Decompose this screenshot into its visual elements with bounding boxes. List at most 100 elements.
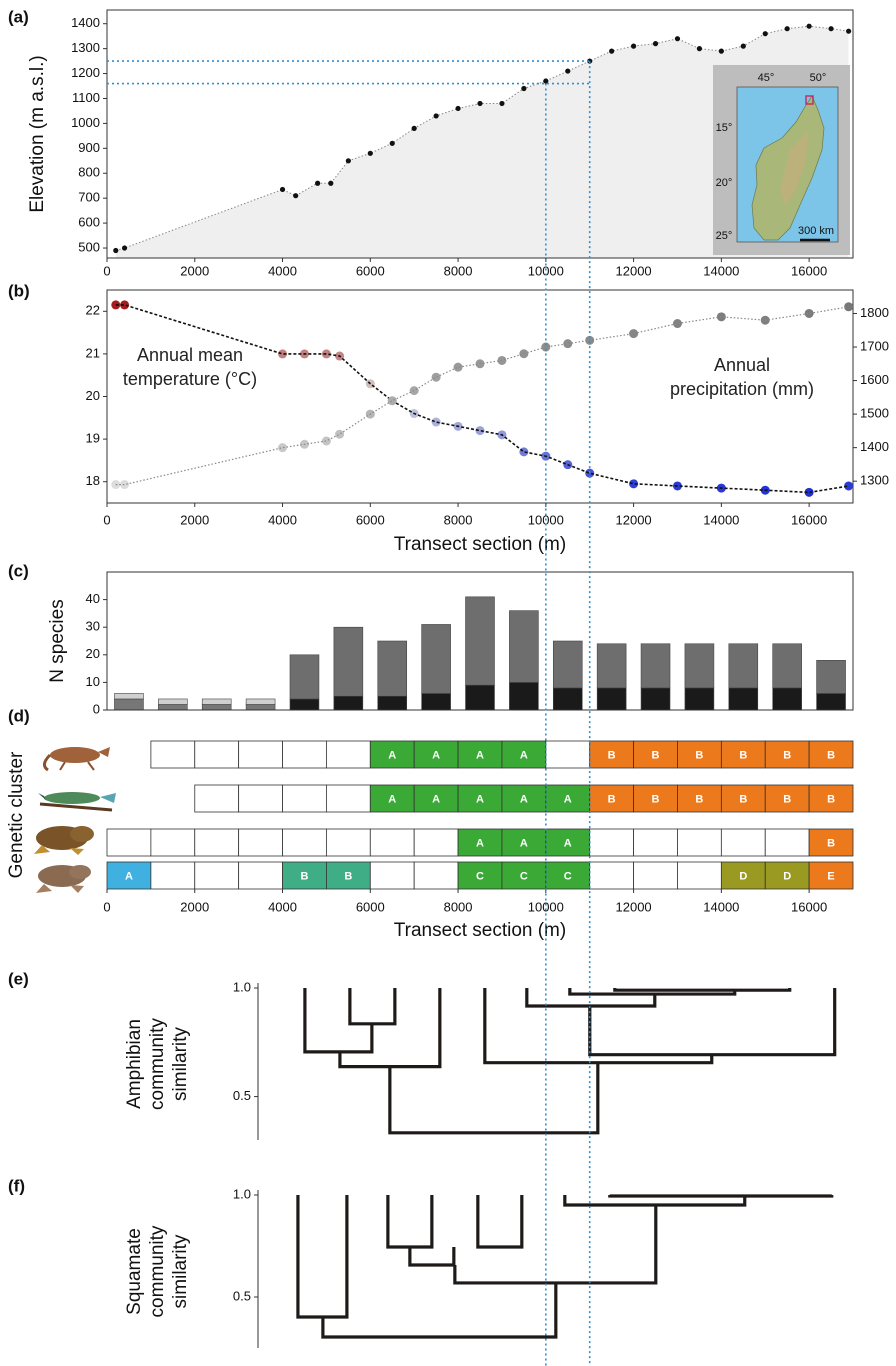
elevation-point [328,180,334,186]
cluster-cell [677,861,722,890]
bar-segment [158,698,188,705]
climate-point [541,342,551,352]
cluster-cell [545,828,591,857]
cluster-cell [457,784,503,813]
elevation-point [433,113,439,119]
cluster-label: B [783,749,791,761]
cluster-cell [457,828,503,857]
cluster-cell [282,861,327,890]
bar-segment [509,682,539,711]
temperature-trend [115,304,849,494]
x-tick-label: 8000 [444,512,473,527]
cluster-cell [720,861,766,890]
dendrogram-link [588,988,837,1057]
cluster-label: E [827,870,834,882]
y-tick-label: 30 [86,619,100,634]
dendrogram-link [338,988,442,1069]
cluster-cell [150,828,196,857]
climate-point [387,396,397,406]
x-tick-label: 14000 [703,263,739,278]
climate-point [431,372,441,382]
cluster-cell [677,828,722,857]
cluster-label: B [300,870,308,882]
cluster-cell [106,828,152,857]
cluster-cell [457,861,503,890]
inset-highlands [780,130,808,205]
bar-segment [245,698,276,705]
elevation-point [846,28,852,34]
cluster-cell [238,784,283,813]
cluster-cell [369,861,415,890]
climate-point [278,443,288,453]
dendrogram-link [568,988,737,996]
climate-point [120,300,130,310]
annotation: Annual [714,355,770,375]
cluster-cell [238,861,283,890]
cluster-cell [326,828,371,857]
climate-point [321,436,331,446]
x-tick-label: 10000 [528,899,564,914]
bar-segment [552,640,583,689]
elevation-point [293,193,299,199]
cluster-label: A [564,793,572,805]
cluster-cell [238,740,283,769]
inset-lon-label: 50° [810,72,827,84]
cluster-cell [369,740,415,769]
cluster-cell [545,861,591,890]
chameleon-icon [43,747,110,772]
cluster-cell [808,861,854,890]
cluster-cell [720,828,766,857]
cluster-cell [413,740,459,769]
panel-label: (b) [8,281,30,300]
y-tick-label: 1500 [860,406,889,421]
frog-icon [34,826,94,855]
bar-segment [596,687,627,711]
y-axis-label: Elevation (m a.s.l.) [27,55,48,212]
y-tick-label: 21 [86,345,100,360]
cluster-label: A [476,793,484,805]
climate-point [335,429,345,439]
climate-point [563,339,573,349]
cluster-label: B [827,793,835,805]
cluster-cell [194,861,240,890]
bar-segment [728,687,759,711]
species-icons [34,747,116,893]
inset-lat-label: 20° [716,177,733,189]
dendrogram-link [408,1247,456,1267]
dendrogram-link [388,1062,600,1135]
y-tick-label: 1800 [860,305,889,320]
cluster-label: B [739,749,747,761]
x-tick-label: 16000 [791,899,827,914]
cluster-cell [808,784,854,813]
bar-segment [816,660,846,694]
climate-point [120,480,130,490]
cluster-label: C [520,870,528,882]
bar-segment [684,687,715,711]
cluster-cell [326,784,371,813]
x-tick-label: 4000 [268,512,297,527]
frog-icon [36,865,91,893]
cluster-cell [150,740,196,769]
cluster-cell [808,828,854,857]
y-axis-label: similarity [170,1234,191,1308]
elevation-point [543,78,549,84]
cluster-cell [194,784,240,813]
annotation: temperature (°C) [123,369,257,389]
bar-segment [816,693,846,711]
cluster-cell [238,828,283,857]
cluster-label: A [476,837,484,849]
cluster-cell [413,828,459,857]
cluster-label: B [739,793,747,805]
elevation-point [367,150,373,156]
cluster-label: B [695,749,703,761]
cluster-cell [589,861,634,890]
y-tick-label: 22 [86,303,100,318]
y-tick-label: 800 [78,165,100,180]
cluster-cell [326,740,371,769]
cluster-label: C [564,870,572,882]
x-axis-label: Transect section (m) [394,920,566,941]
elevation-point [652,41,659,47]
bar-segment [728,643,759,689]
y-tick-label: 1600 [860,372,889,387]
